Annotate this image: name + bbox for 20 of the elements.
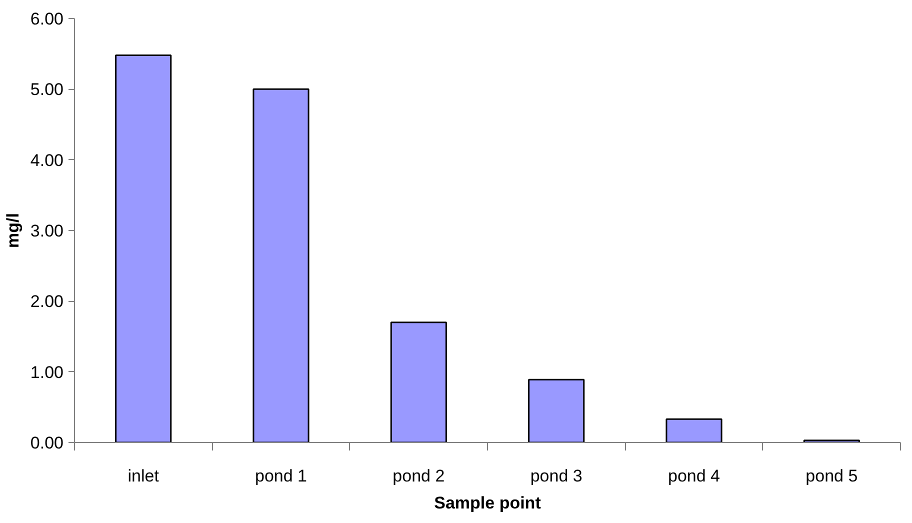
x-tick-label: pond 1 [255, 466, 307, 486]
x-tick-label: pond 2 [392, 466, 445, 486]
y-tick-label: 4.00 [30, 150, 64, 170]
x-tick-label: pond 3 [530, 466, 582, 486]
bar [390, 322, 447, 442]
bar [115, 54, 172, 442]
y-axis-title: mg/l [3, 213, 22, 248]
y-tick-label: 0.00 [30, 434, 64, 452]
y-tick-label: 2.00 [30, 292, 64, 312]
bar [666, 418, 722, 442]
bar [252, 88, 310, 442]
x-tick-label: pond 5 [806, 466, 858, 486]
bar [528, 378, 585, 442]
y-tick-label: 1.00 [30, 362, 64, 382]
y-tick-label: 6.00 [30, 10, 64, 28]
x-tick-label: inlet [128, 466, 160, 486]
y-tick-label: 5.00 [30, 80, 64, 100]
y-tick-label: 3.00 [30, 222, 64, 240]
x-axis-title: Sample point [434, 494, 542, 512]
x-tick-label: pond 4 [668, 466, 720, 486]
